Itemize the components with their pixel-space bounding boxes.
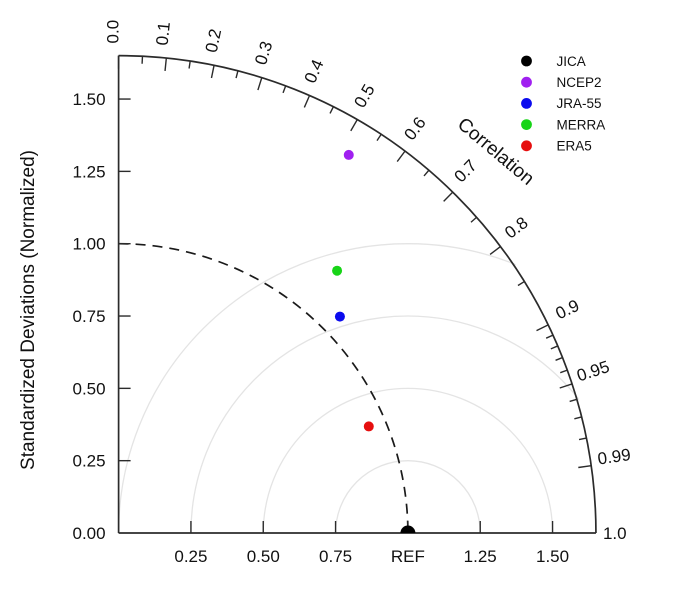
data-point-ncep2 [343,149,354,160]
data-point-era5 [363,421,374,432]
correlation-tick [210,65,215,79]
correlation-tick [545,334,554,339]
legend-marker-jica [521,55,532,67]
axes-layer: 0.00 0.25 0.50 0.75 1.00 1.25 1.50 0.25 0.50 0.75… [73,20,632,566]
y-axis-tick-label: 1.00 [73,235,106,254]
data-point-merra [332,265,343,276]
y-axis-tick-label: 0.50 [73,379,106,398]
reference-std-dashed-arc [118,242,409,534]
correlation-tick [329,106,335,114]
x-axis-tick-label: REF [391,547,425,566]
legend-item-era5: ERA5 [521,139,592,154]
correlation-tick [578,464,592,469]
legend-marker-merra [521,119,532,130]
correlation-tick-label: 0.6 [400,113,429,143]
correlation-tick-label: 0.7 [451,156,481,186]
legend-label-merra: MERRA [557,117,606,132]
correlation-tick [423,169,430,177]
y-axis-tick-label: 1.25 [73,162,106,181]
x-axis-tick-label: 0.50 [247,547,280,566]
correlation-arc [118,54,597,534]
correlation-tick [569,398,578,403]
correlation-tick-label: 0.1 [153,21,174,46]
correlation-tick-label: 0.2 [202,27,225,54]
legend-marker-jra-55 [521,98,532,109]
data-points-layer [332,149,416,533]
correlation-tick-label: 0.3 [251,39,276,67]
y-axis-tick-label: 0.25 [73,452,106,471]
correlation-tick [489,246,501,255]
legend-label-jica: JICA [557,54,586,69]
x-axis-tick-label: 0.25 [174,547,207,566]
y-axis-tick-label: 1.50 [73,90,106,109]
correlation-tick [282,85,287,94]
x-axis-tick-label: 1.50 [536,547,569,566]
legend: JICA NCEP2 JRA-55 MERRA ERA5 [521,54,605,154]
x-axis-tick-label: 1.25 [464,547,497,566]
rms-difference-circle [262,387,554,534]
correlation-tick-label: 0.8 [501,213,531,242]
legend-item-jra-55: JRA-55 [521,96,602,111]
correlation-tick [257,77,263,91]
legend-item-jica: JICA [521,54,586,69]
y-axis-tick-label: 0.75 [73,307,106,326]
correlation-tick [376,133,382,141]
legend-label-era5: ERA5 [557,139,592,154]
legend-marker-ncep2 [521,76,532,88]
correlation-tick-label: 0.0 [104,20,123,44]
correlation-tick [303,95,311,108]
y-axis-tick-label: 0.00 [73,524,106,543]
correlation-tick [574,416,582,420]
correlation-tick [536,324,549,332]
correlation-tick [578,437,587,441]
x-axis-tick-label: 0.75 [319,547,352,566]
correlation-end-label: 1.0 [603,524,627,543]
correlation-tick-label: 0.99 [596,445,631,468]
legend-item-merra: MERRA [521,117,605,132]
y-axis-title: Standardized Deviations (Normalized) [18,150,39,470]
correlation-tick [470,216,478,223]
legend-label-jra-55: JRA-55 [557,96,602,111]
correlation-tick-label: 0.9 [553,296,583,323]
data-point-jra-55 [334,311,345,322]
correlation-tick [550,345,559,350]
correlation-tick [235,70,239,79]
correlation-tick-label: 0.4 [301,57,328,86]
correlation-tick [188,60,191,69]
correlation-tick [555,356,563,361]
legend-label-ncep2: NCEP2 [557,75,602,90]
correlation-tick-label: 0.5 [350,81,378,111]
correlation-tick [560,369,568,374]
correlation-tick [443,191,454,202]
data-point-jica [400,525,416,533]
correlation-tick [350,119,358,132]
correlation-tick-label: 0.95 [574,357,611,385]
legend-marker-era5 [521,140,532,152]
correlation-tick [164,57,168,72]
correlation-tick [396,150,406,162]
legend-item-ncep2: NCEP2 [521,75,602,90]
correlation-tick [559,383,573,389]
correlation-tick [517,280,525,287]
